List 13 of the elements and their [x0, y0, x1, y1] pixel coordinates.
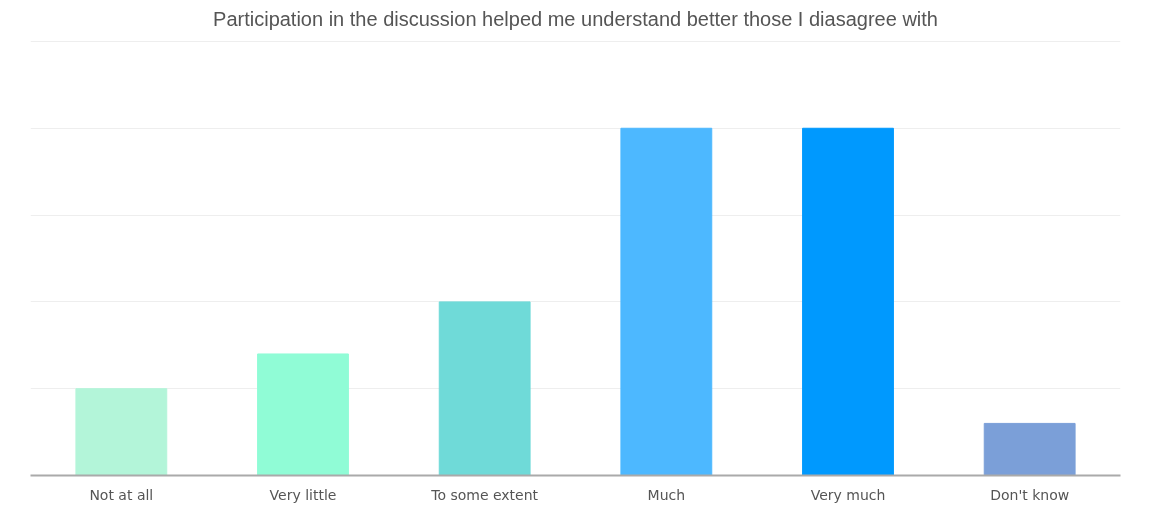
- bar: [438, 301, 531, 476]
- x-tick-label: Very little: [269, 486, 337, 503]
- bar: [620, 127, 713, 476]
- bar: [983, 422, 1076, 476]
- x-tick-label: To some extent: [430, 486, 539, 503]
- x-tick-label: Much: [647, 486, 686, 503]
- bar: [257, 353, 349, 476]
- bar: [802, 127, 894, 476]
- x-tick-label: Not at all: [89, 486, 154, 503]
- x-tick-label: Don't know: [990, 486, 1070, 503]
- x-tick-label: Very much: [810, 486, 886, 503]
- chart-title: Participation in the discussion helped me understand better those I diasagree with: [213, 7, 938, 30]
- bar: [75, 388, 168, 476]
